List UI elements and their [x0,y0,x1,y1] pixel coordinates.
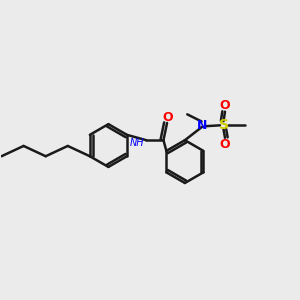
Text: N: N [197,119,207,132]
Text: O: O [162,110,173,124]
Text: O: O [220,99,230,112]
Text: NH: NH [129,138,144,148]
Text: O: O [220,138,230,151]
Text: S: S [218,118,229,132]
